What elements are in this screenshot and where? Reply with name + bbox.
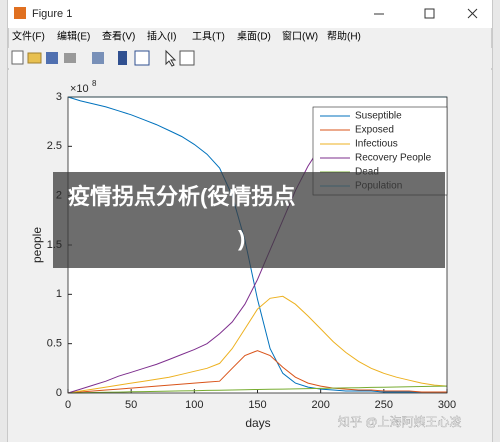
tool-property[interactable]: [179, 50, 195, 66]
tool-print[interactable]: [64, 53, 76, 63]
series-line: [67, 295, 448, 394]
tool-colorbar[interactable]: [118, 51, 127, 65]
menu-item[interactable]: 窗口(W): [282, 30, 318, 43]
tool-link[interactable]: [92, 52, 104, 64]
tool-new[interactable]: [11, 50, 24, 65]
title-bar: [8, 0, 492, 28]
y-axis-label: people: [30, 227, 44, 263]
toolbar-icons: [11, 49, 195, 67]
y-multiplier-exponent: 8: [92, 79, 97, 88]
legend-label: Exposed: [355, 125, 394, 136]
x-tick-label: 250: [375, 399, 393, 411]
window-title: Figure 1: [32, 8, 72, 20]
legend-label: Infectious: [355, 139, 398, 150]
menu-bar: 文件(F) 编辑(E) 查看(V) 插入(I) 工具(T) 桌面(D) 窗口(W) 帮助(H): [12, 30, 361, 43]
x-tick-label: 0: [65, 399, 71, 411]
x-tick-label: 150: [248, 399, 266, 411]
y-tick-label: 2.5: [47, 140, 62, 152]
tool-legend[interactable]: [134, 50, 150, 66]
x-tick-label: 300: [438, 399, 456, 411]
close-button[interactable]: [467, 8, 478, 19]
menu-item[interactable]: 编辑(E): [57, 30, 90, 43]
menu-item[interactable]: 桌面(D): [237, 30, 271, 43]
series-line: [67, 385, 448, 394]
x-axis-label: days: [245, 416, 270, 430]
x-tick-label: 50: [125, 399, 137, 411]
tool-save[interactable]: [46, 52, 58, 64]
menu-item[interactable]: 查看(V): [102, 30, 135, 43]
overlay-line: 疫情拐点分析(役情拐点: [68, 184, 295, 209]
y-tick-label: 1: [56, 288, 62, 300]
legend-label: Suseptible: [355, 111, 402, 122]
maximize-button[interactable]: [424, 8, 435, 19]
series-line: [67, 350, 447, 394]
overlay-band: [53, 172, 445, 268]
tool-open[interactable]: [27, 52, 42, 64]
app-icon: [14, 7, 26, 19]
menu-item[interactable]: 插入(I): [147, 30, 176, 43]
menu-item[interactable]: 工具(T): [192, 31, 225, 43]
y-multiplier: ×10: [70, 83, 89, 95]
y-tick-label: 3: [56, 91, 62, 103]
x-tick-label: 200: [311, 399, 329, 411]
x-tick-label: 100: [185, 399, 203, 411]
menu-item[interactable]: 文件(F): [12, 30, 45, 43]
y-tick-label: 0.5: [47, 338, 62, 350]
menu-item[interactable]: 帮助(H): [327, 30, 361, 43]
y-tick-label: 1.5: [47, 239, 62, 251]
legend-label: Recovery People: [355, 153, 432, 164]
watermark: 知乎 @上海阿姨王心凌: [338, 414, 462, 429]
y-tick-label: 0: [56, 387, 62, 399]
tool-pointer[interactable]: [165, 49, 177, 67]
toolbar: [8, 48, 492, 68]
overlay-line: ): [238, 226, 245, 251]
y-tick-label: 2: [56, 190, 62, 202]
series-line: [67, 96, 447, 393]
